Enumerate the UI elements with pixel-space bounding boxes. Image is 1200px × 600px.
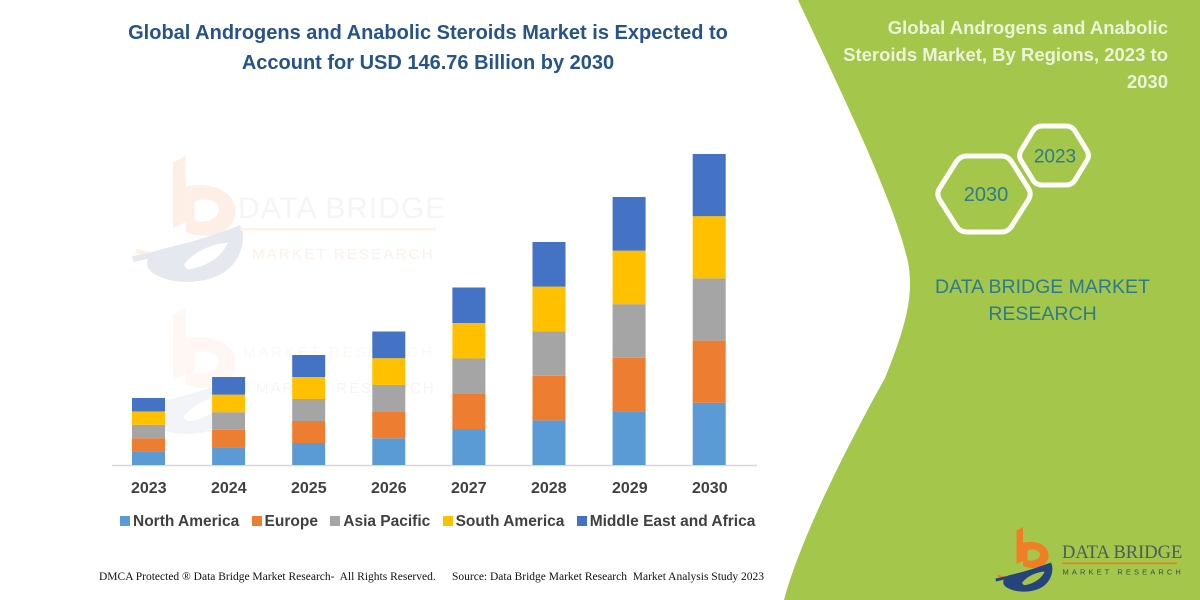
svg-text:2023: 2023 <box>1034 147 1076 168</box>
svg-text:MARKET RESEARCH: MARKET RESEARCH <box>252 246 435 263</box>
svg-text:DATA BRIDGE: DATA BRIDGE <box>1062 543 1182 563</box>
svg-text:2030: 2030 <box>964 184 1009 206</box>
svg-text:DATA BRIDGE: DATA BRIDGE <box>238 192 446 225</box>
svg-text:MARKET RESEARCH: MARKET RESEARCH <box>1063 568 1184 577</box>
